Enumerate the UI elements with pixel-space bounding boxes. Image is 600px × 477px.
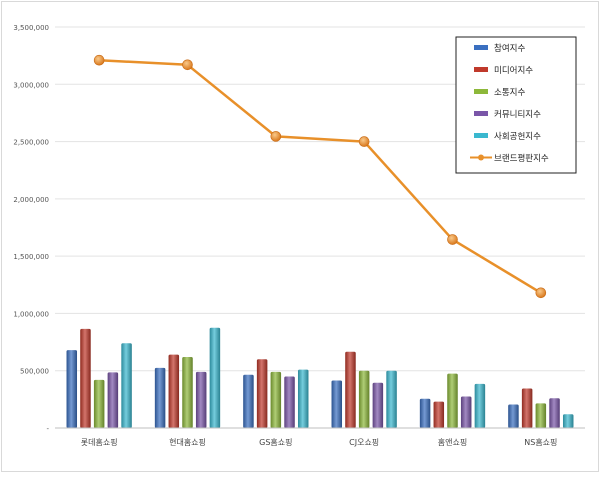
bar-커뮤니티지수-현대홈쇼핑: [195, 371, 207, 428]
bar-참여지수-CJ오쇼핑: [331, 380, 343, 428]
bar-사회공헌지수-현대홈쇼핑: [209, 327, 221, 428]
legend-marker: [478, 154, 484, 161]
bar-미디어지수-CJ오쇼핑: [345, 351, 356, 428]
bar-사회공헌지수-GS홈쇼핑: [297, 369, 309, 428]
bar-series: [66, 327, 574, 428]
legend-label: 커뮤니티지수: [494, 109, 541, 120]
y-tick-label: 2,500,000: [13, 139, 49, 147]
bar-미디어지수-홈앤쇼핑: [433, 401, 445, 428]
legend-label: 소통지수: [494, 88, 525, 98]
x-tick-label: GS홈쇼핑: [259, 437, 292, 447]
y-tick-label: -: [46, 425, 49, 433]
line-series: [93, 54, 547, 299]
bar-소통지수-현대홈쇼핑: [182, 356, 193, 428]
bar-미디어지수-현대홈쇼핑: [168, 354, 180, 428]
line-point-GS홈쇼핑: [270, 131, 282, 142]
y-tick-label: 1,500,000: [13, 253, 49, 261]
bar-사회공헌지수-CJ오쇼핑: [386, 370, 397, 428]
bar-참여지수-홈앤쇼핑: [419, 398, 431, 428]
line-point-NS홈쇼핑: [535, 287, 547, 299]
bar-커뮤니티지수-롯데홈쇼핑: [107, 372, 119, 428]
y-axis: 3,500,000 3,000,000 2,500,000 2,000,000 1,50…: [13, 24, 49, 433]
bar-소통지수-GS홈쇼핑: [270, 371, 282, 428]
y-tick-label: 2,000,000: [13, 196, 49, 204]
bar-소통지수-NS홈쇼핑: [535, 403, 547, 428]
bar-미디어지수-NS홈쇼핑: [521, 388, 533, 428]
bar-사회공헌지수-홈앤쇼핑: [474, 383, 486, 428]
bar-참여지수-롯데홈쇼핑: [66, 350, 78, 428]
x-tick-label: 롯데홈쇼핑: [81, 437, 118, 447]
legend-label: 미디어지수: [494, 65, 533, 76]
bar-참여지수-GS홈쇼핑: [243, 374, 254, 428]
line-브랜드평판지수: [99, 58, 542, 294]
bar-참여지수-NS홈쇼핑: [508, 404, 519, 428]
legend-swatch: [474, 45, 488, 50]
legend-swatch: [474, 89, 488, 94]
x-axis: 롯데홈쇼핑 현대홈쇼핑 GS홈쇼핑 CJ오쇼핑 홈앤쇼핑 NS홈쇼핑: [55, 427, 585, 447]
x-tick-label: 현대홈쇼핑: [169, 437, 206, 447]
bar-소통지수-롯데홈쇼핑: [93, 379, 105, 428]
legend-label: 참여지수: [494, 43, 525, 54]
bar-커뮤니티지수-홈앤쇼핑: [460, 396, 472, 428]
x-tick-label: NS홈쇼핑: [524, 437, 557, 447]
legend-swatch: [474, 133, 488, 138]
line-point-현대홈쇼핑: [182, 59, 193, 71]
y-tick-label: 3,500,000: [13, 24, 49, 32]
bar-참여지수-현대홈쇼핑: [154, 367, 166, 428]
legend-label: 브랜드평판지수: [494, 153, 549, 164]
line-point-롯데홈쇼핑: [93, 54, 105, 66]
bar-미디어지수-GS홈쇼핑: [256, 359, 268, 428]
bar-커뮤니티지수-CJ오쇼핑: [372, 382, 384, 428]
bar-사회공헌지수-NS홈쇼핑: [562, 414, 574, 428]
line-point-홈앤쇼핑: [447, 234, 458, 245]
y-tick-label: 500,000: [20, 368, 49, 376]
bar-미디어지수-롯데홈쇼핑: [80, 328, 91, 428]
y-tick-label: 3,000,000: [13, 81, 49, 89]
legend-label: 사회공헌지수: [494, 132, 541, 142]
bar-소통지수-CJ오쇼핑: [358, 370, 370, 428]
legend-swatch: [474, 67, 488, 72]
bar-사회공헌지수-롯데홈쇼핑: [121, 343, 132, 428]
legend-box: [455, 36, 577, 174]
x-tick-label: CJ오쇼핑: [349, 437, 379, 447]
bar-커뮤니티지수-GS홈쇼핑: [284, 376, 295, 428]
bar-커뮤니티지수-NS홈쇼핑: [549, 398, 560, 428]
bar-소통지수-홈앤쇼핑: [447, 373, 458, 428]
x-tick-label: 홈앤쇼핑: [438, 437, 467, 447]
legend-swatch: [474, 111, 488, 116]
y-tick-label: 1,000,000: [13, 310, 49, 318]
line-point-CJ오쇼핑: [358, 136, 370, 147]
